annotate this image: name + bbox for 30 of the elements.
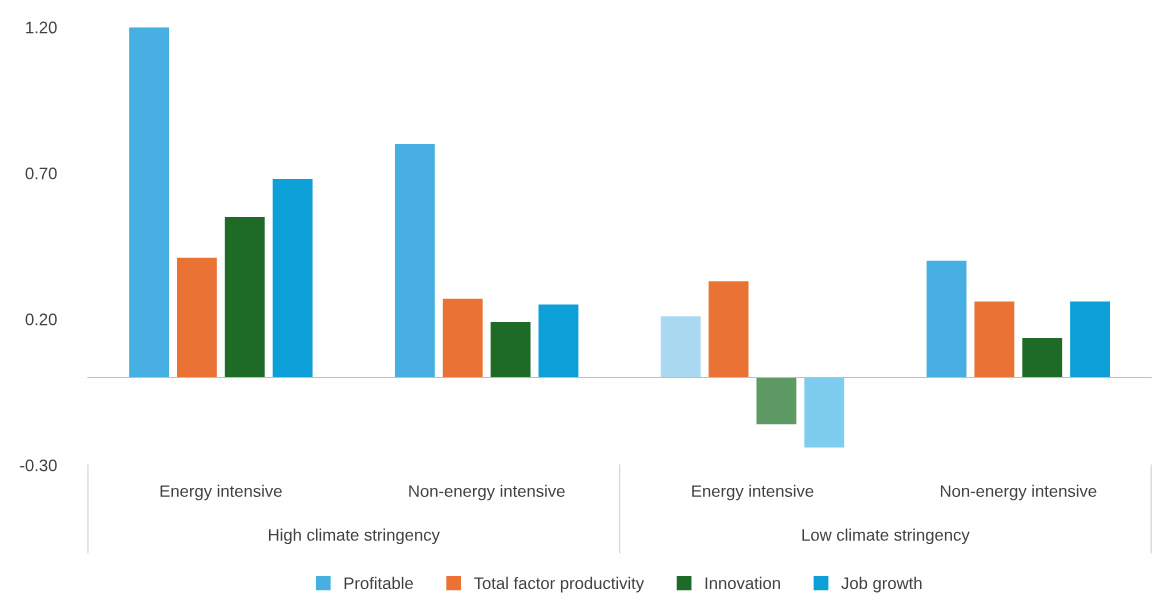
y-tick-label: 0.20 <box>25 313 57 326</box>
bar <box>756 377 797 425</box>
bar <box>129 27 170 378</box>
bar <box>176 257 217 378</box>
x-tick-label: Non-energy intensive <box>409 484 565 501</box>
legend-label: Total factor productivity <box>474 576 645 593</box>
x-tick-label: Energy intensive <box>160 484 282 501</box>
x-tick-label: Energy intensive <box>692 484 814 501</box>
bar <box>394 143 435 378</box>
y-tick-label: 1.20 <box>26 21 57 34</box>
text: High climate stringency <box>268 528 440 545</box>
legend-label: Innovation <box>705 576 780 590</box>
x-tick-label: Non-energy intensive <box>940 484 1097 501</box>
legend-label: Profitable <box>344 576 413 590</box>
bar <box>804 377 845 448</box>
bar <box>490 322 531 378</box>
bar <box>974 301 1015 378</box>
bar <box>1022 338 1063 378</box>
y-tick-label: 0.70 <box>25 167 57 180</box>
bar <box>926 260 967 378</box>
bar <box>1070 301 1111 378</box>
legend-label: Job growth <box>841 576 922 593</box>
y-tick-label: -0.30 <box>20 459 57 472</box>
bar <box>708 281 749 378</box>
bar <box>442 298 483 378</box>
text: Low climate stringency <box>802 528 970 545</box>
bar <box>660 316 701 378</box>
bar <box>538 304 579 378</box>
bar <box>272 178 313 378</box>
bar <box>224 216 265 378</box>
